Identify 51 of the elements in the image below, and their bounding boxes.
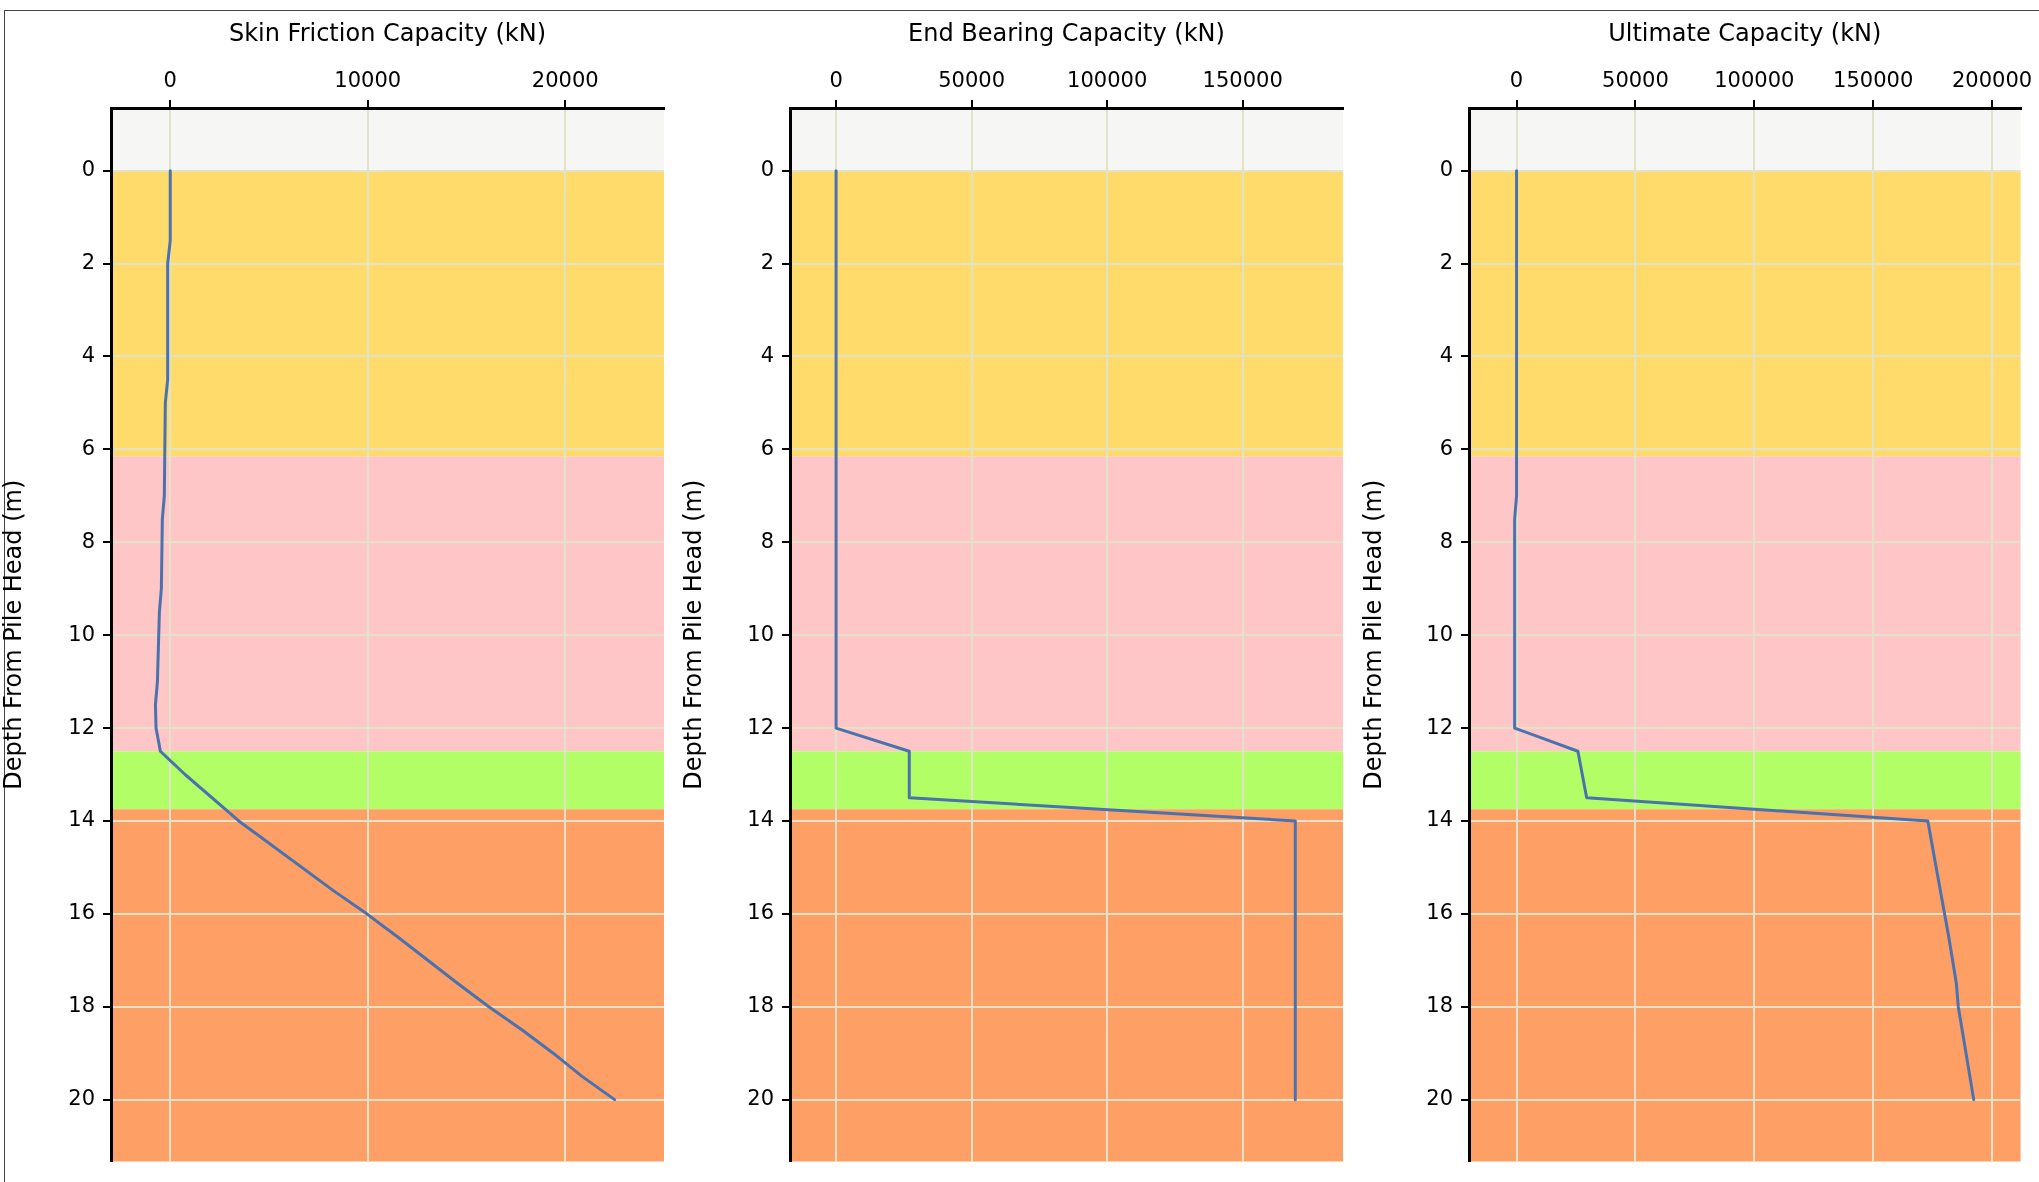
- y-tick-label: 20: [1426, 1086, 1453, 1111]
- y-tick-label: 14: [68, 807, 95, 832]
- y-tick-label: 18: [747, 993, 774, 1018]
- y-tick-label: 10: [68, 621, 95, 646]
- y-tick-label: 0: [81, 157, 95, 182]
- y-tick-label: 10: [1426, 621, 1453, 646]
- y-tick-label: 0: [760, 157, 774, 182]
- y-tick-label: 6: [1439, 435, 1453, 460]
- x-tick-label: 0: [829, 67, 843, 92]
- x-tick-label: 20000: [531, 67, 599, 92]
- y-tick-label: 18: [1426, 993, 1453, 1018]
- y-tick-label: 20: [68, 1086, 95, 1111]
- x-tick-label: 150000: [1833, 67, 1914, 92]
- y-tick-label: 14: [1426, 807, 1453, 832]
- y-tick-label: 10: [747, 621, 774, 646]
- y-tick-label: 6: [81, 435, 95, 460]
- y-tick-label: 4: [1439, 342, 1453, 367]
- x-tick-label: 150000: [1202, 67, 1283, 92]
- y-tick-label: 8: [760, 528, 774, 553]
- y-tick-label: 2: [81, 250, 95, 275]
- x-tick-label: 0: [163, 67, 177, 92]
- y-tick-label: 16: [1426, 900, 1453, 925]
- x-tick-label: 100000: [1714, 67, 1795, 92]
- x-axis-title: End Bearing Capacity (kN): [908, 18, 1225, 47]
- y-tick-label: 8: [81, 528, 95, 553]
- x-tick-label: 0: [1509, 67, 1524, 92]
- y-tick-label: 2: [1439, 250, 1453, 275]
- y-tick-label: 6: [760, 435, 774, 460]
- x-axis-title: Ultimate Capacity (kN): [1608, 18, 1882, 47]
- y-tick-label: 16: [747, 900, 774, 925]
- y-axis-title: Depth From Pile Head (m): [1358, 479, 1387, 790]
- x-tick-label: 100000: [1067, 67, 1148, 92]
- y-tick-label: 8: [1439, 528, 1453, 553]
- x-axis-title: Skin Friction Capacity (kN): [228, 18, 547, 47]
- x-tick-label: 50000: [1602, 67, 1669, 92]
- y-axis-title: Depth From Pile Head (m): [678, 479, 707, 790]
- y-tick-label: 20: [747, 1086, 774, 1111]
- y-tick-label: 16: [68, 900, 95, 925]
- y-tick-label: 12: [68, 714, 95, 739]
- y-tick-label: 4: [81, 342, 95, 367]
- x-tick-label: 10000: [334, 67, 402, 92]
- y-tick-label: 0: [1439, 157, 1453, 182]
- y-tick-label: 12: [1426, 714, 1453, 739]
- y-tick-label: 4: [760, 342, 774, 367]
- y-tick-label: 12: [747, 714, 774, 739]
- y-tick-label: 18: [68, 993, 95, 1018]
- y-axis-title: Depth From Pile Head (m): [0, 479, 27, 790]
- y-tick-label: 14: [747, 807, 774, 832]
- x-tick-label: 200000: [1951, 67, 2033, 92]
- x-tick-label: 50000: [938, 67, 1006, 92]
- y-tick-label: 2: [760, 250, 774, 275]
